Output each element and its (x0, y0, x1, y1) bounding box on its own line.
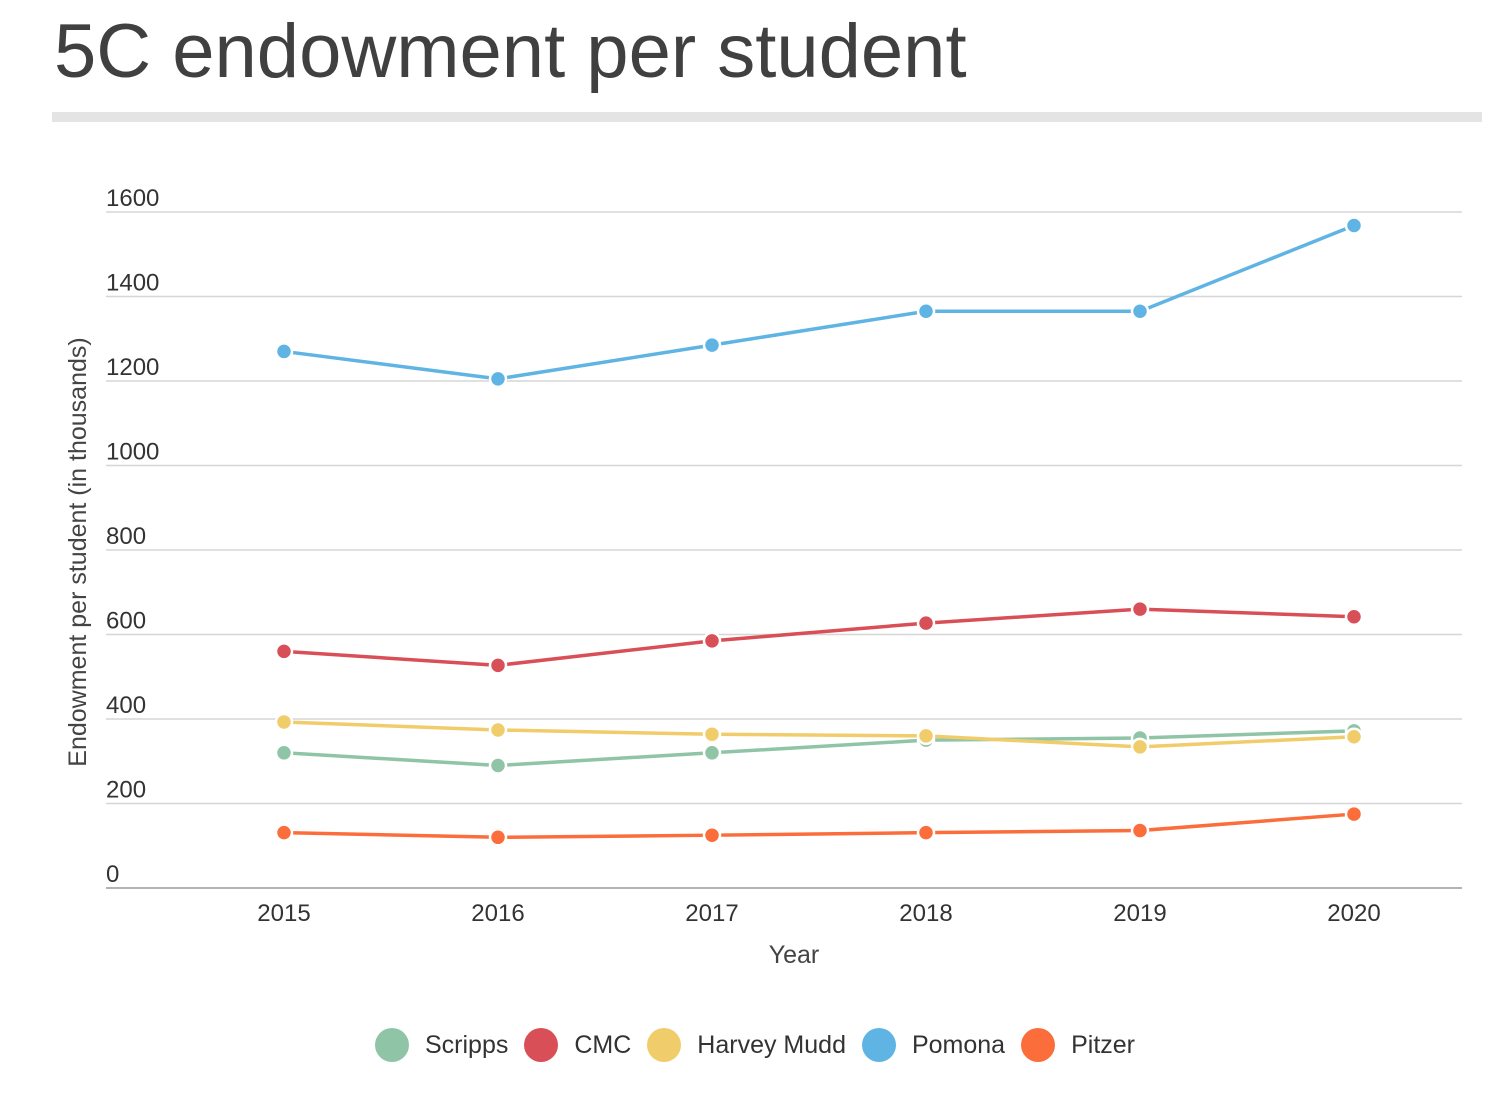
y-tick-label: 1200 (106, 354, 159, 381)
legend-swatch (524, 1028, 559, 1062)
series-line-pomona (282, 223, 1356, 381)
y-tick-label: 800 (106, 523, 146, 550)
data-point-cmc[interactable] (916, 613, 936, 633)
x-tick-label: 2020 (1327, 900, 1380, 927)
y-tick-label: 0 (106, 861, 119, 888)
x-tick-label: 2017 (685, 900, 738, 927)
series-line-scripps (282, 729, 1356, 768)
data-point-scripps[interactable] (488, 756, 508, 775)
legend-item-cmc[interactable]: CMC (524, 1028, 631, 1062)
y-tick-label: 400 (106, 692, 146, 719)
data-point-cmc[interactable] (1130, 599, 1150, 619)
data-point-scripps[interactable] (274, 743, 294, 763)
data-point-pomona[interactable] (1130, 302, 1150, 321)
legend-swatch (647, 1028, 682, 1062)
data-point-pitzer[interactable] (916, 823, 936, 842)
y-tick-labels: 0 200 400 600 800 1000 1200 1400 1600 (106, 185, 159, 888)
x-tick-labels: 2015 2016 2017 2018 2019 2020 (257, 900, 1380, 927)
series-line-cmc (282, 607, 1356, 668)
title-divider (52, 112, 1482, 122)
data-point-cmc[interactable] (702, 631, 722, 651)
legend-swatch (861, 1028, 896, 1062)
data-point-harvey-mudd[interactable] (488, 720, 508, 740)
data-point-cmc[interactable] (488, 656, 508, 675)
data-point-cmc[interactable] (1344, 607, 1364, 627)
legend: Scripps CMC Harvey Mudd Pomona Pitzer (0, 1028, 1510, 1062)
y-tick-label: 1000 (106, 439, 159, 466)
data-point-pomona[interactable] (488, 369, 508, 389)
data-point-pitzer[interactable] (702, 825, 722, 845)
legend-swatch (1021, 1028, 1056, 1062)
data-point-pomona[interactable] (274, 342, 294, 361)
legend-label: Harvey Mudd (697, 1030, 846, 1059)
series-line-pitzer (282, 812, 1356, 840)
data-point-pitzer[interactable] (1130, 821, 1150, 840)
legend-item-scripps[interactable]: Scripps (374, 1028, 509, 1062)
x-tick-label: 2019 (1113, 900, 1166, 927)
data-point-harvey-mudd[interactable] (1344, 727, 1364, 746)
x-axis-title: Year (769, 941, 820, 969)
legend-label: Pomona (911, 1030, 1006, 1059)
legend-item-pitzer[interactable]: Pitzer (1021, 1028, 1135, 1062)
x-tick-label: 2015 (257, 900, 310, 927)
legend-swatch (374, 1028, 409, 1062)
legend-item-pomona[interactable]: Pomona (861, 1028, 1006, 1062)
x-tick-label: 2018 (899, 900, 952, 927)
series-lines (282, 223, 1356, 840)
legend-label: CMC (574, 1030, 632, 1059)
x-tick-label: 2016 (471, 900, 524, 927)
y-axis-title: Endowment per student (in thousands) (64, 337, 92, 766)
series-line-harvey-mudd (282, 720, 1356, 749)
data-points (274, 216, 1364, 847)
y-tick-label: 200 (106, 777, 146, 804)
data-point-pitzer[interactable] (488, 828, 508, 847)
data-point-pomona[interactable] (1344, 216, 1364, 235)
data-point-cmc[interactable] (274, 642, 294, 661)
data-point-harvey-mudd[interactable] (1130, 737, 1150, 757)
gridlines (106, 211, 1462, 889)
y-tick-label: 1400 (106, 270, 159, 297)
data-point-pitzer[interactable] (274, 823, 294, 842)
y-tick-label: 1600 (106, 185, 159, 212)
data-point-harvey-mudd[interactable] (702, 724, 722, 744)
legend-item-harvey-mudd[interactable]: Harvey Mudd (647, 1028, 846, 1062)
data-point-pitzer[interactable] (1344, 804, 1364, 824)
data-point-pomona[interactable] (916, 302, 936, 321)
y-tick-label: 600 (106, 608, 146, 635)
data-point-harvey-mudd[interactable] (916, 726, 936, 746)
data-point-scripps[interactable] (702, 743, 722, 763)
chart-title: 5C endowment per student (54, 9, 967, 94)
data-point-harvey-mudd[interactable] (274, 712, 294, 732)
legend-label: Pitzer (1071, 1030, 1135, 1059)
data-point-pomona[interactable] (702, 335, 722, 355)
legend-label: Scripps (424, 1030, 509, 1059)
